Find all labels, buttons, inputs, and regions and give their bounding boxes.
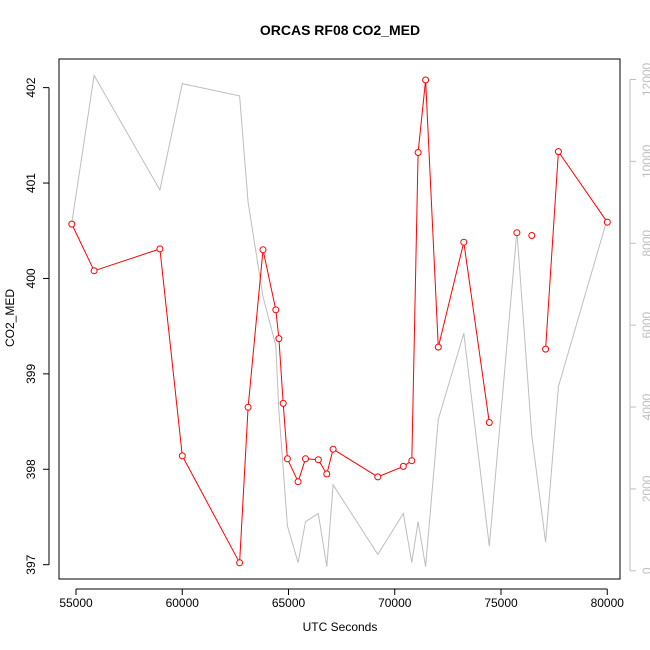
red-data-point — [414, 149, 422, 156]
y-axis-right: 0 2000 4000 6000 8000 10000 12000 — [629, 62, 650, 574]
x-axis: 55000 60000 65000 70000 75000 80000 — [59, 588, 625, 610]
red-data-point — [513, 229, 521, 237]
red-series-segment — [282, 403, 288, 459]
red-data-point — [554, 148, 562, 156]
red-series-segment — [275, 309, 280, 339]
chart-title: ORCAS RF08 CO2_MED — [260, 22, 420, 38]
red-data-point — [528, 232, 536, 239]
y-tick-label: 397 — [24, 554, 38, 574]
red-data-point — [434, 343, 442, 351]
red-data-point — [329, 445, 337, 453]
x-tick-label: 60000 — [166, 596, 200, 610]
red-series-segment — [159, 248, 183, 456]
red-series-segment — [71, 223, 95, 272]
red-series-segment — [437, 242, 465, 348]
red-data-point — [422, 76, 430, 84]
red-series-segment — [286, 458, 299, 482]
red-data-point — [323, 470, 331, 478]
red-series-segment — [93, 248, 161, 272]
red-data-point — [283, 455, 291, 463]
red-data-point — [542, 345, 550, 353]
x-tick-label: 80000 — [591, 596, 625, 610]
red-series-segment — [463, 242, 490, 423]
plot-frame — [58, 58, 621, 580]
y2-tick-label: 2000 — [640, 475, 650, 502]
red-series-segment — [278, 338, 284, 404]
y2-tick-label: 8000 — [640, 230, 650, 257]
red-series-layer — [68, 76, 611, 567]
y-tick-label: 399 — [24, 364, 38, 384]
red-series-segment — [247, 249, 264, 408]
x-axis-label: UTC Seconds — [303, 620, 378, 634]
red-series-segment — [262, 249, 277, 311]
y-tick-label: 402 — [24, 77, 38, 97]
red-data-point — [460, 238, 468, 246]
red-data-point — [272, 306, 280, 314]
y-tick-label: 398 — [24, 459, 38, 479]
red-data-point — [485, 419, 493, 426]
y-axis-left: 397 398 399 400 401 402 — [24, 77, 50, 575]
x-tick-label: 70000 — [378, 596, 412, 610]
y2-tick-label: 10000 — [640, 144, 650, 178]
x-tick-label: 55000 — [59, 596, 93, 610]
red-series-segment — [377, 465, 404, 478]
y2-tick-label: 0 — [640, 567, 650, 574]
x-tick-label: 75000 — [484, 596, 518, 610]
red-data-point — [399, 462, 407, 470]
y-tick-label: 401 — [24, 173, 38, 193]
red-series-segment — [297, 458, 306, 482]
y2-tick-label: 12000 — [640, 62, 650, 96]
red-data-point — [244, 403, 252, 411]
red-data-point — [294, 478, 302, 486]
red-series-segment — [181, 455, 241, 564]
red-data-point — [408, 457, 416, 465]
red-series-segment — [411, 152, 419, 461]
y-axis-label: CO2_MED — [3, 289, 17, 347]
gray-series-layer — [71, 73, 608, 567]
red-series-segment — [332, 448, 379, 478]
red-data-point — [156, 245, 164, 253]
y2-tick-label: 6000 — [640, 311, 650, 338]
x-tick-label: 65000 — [272, 596, 306, 610]
red-data-point — [314, 456, 322, 464]
red-series-segment — [545, 151, 559, 350]
red-data-point — [68, 220, 76, 228]
red-data-point — [90, 267, 98, 275]
red-data-point — [603, 218, 611, 226]
gray-series-line — [71, 73, 608, 567]
red-data-point — [279, 399, 287, 407]
red-series-segment — [239, 407, 249, 563]
red-series-segment — [557, 151, 608, 223]
red-data-point — [236, 559, 244, 567]
red-data-point — [302, 455, 309, 463]
y-tick-label: 400 — [24, 268, 38, 288]
red-data-point — [374, 473, 382, 481]
red-data-point — [259, 246, 267, 254]
red-series-segment — [326, 449, 334, 475]
red-series-segment — [425, 79, 439, 348]
red-data-point — [275, 335, 283, 343]
red-data-point — [178, 452, 186, 460]
red-series-segment — [417, 79, 427, 153]
y2-tick-label: 4000 — [640, 393, 650, 420]
